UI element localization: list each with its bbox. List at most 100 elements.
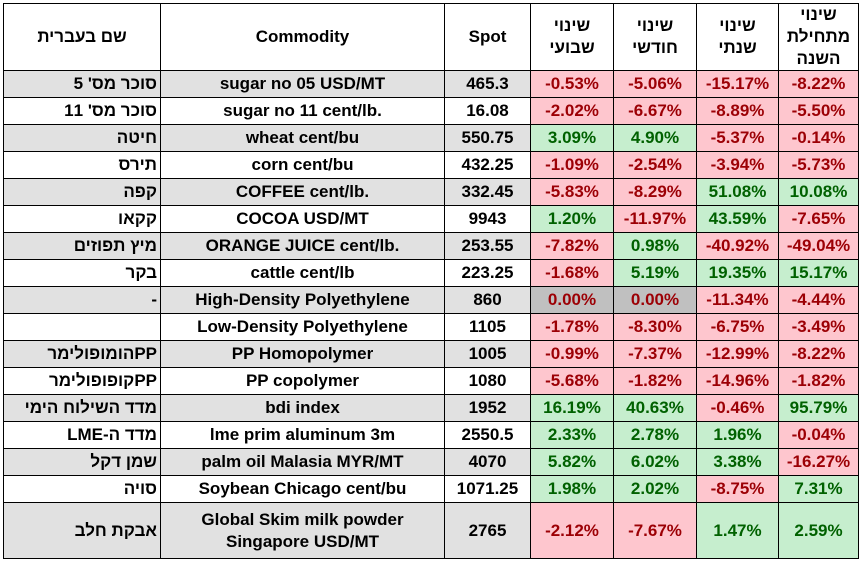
table-row: קקאו COCOA USD/MT 9943 1.20% -11.97% 43.59% -7… — [3, 205, 859, 233]
table-row: מיץ תפוזים ORANGE JUICE cent/lb. 253.55 -7.… — [3, 232, 859, 260]
commodity-cell: COCOA USD/MT — [160, 205, 445, 233]
monthly-change-cell: -11.97% — [613, 205, 697, 233]
ytd-change-cell: -5.73% — [778, 151, 859, 179]
yearly-change-cell: -12.99% — [696, 340, 779, 368]
hebrew-name-cell: בקר — [3, 259, 161, 287]
monthly-change-cell: 6.02% — [613, 448, 697, 476]
monthly-change-cell: 40.63% — [613, 394, 697, 422]
commodity-cell: sugar no 05 USD/MT — [160, 70, 445, 98]
ytd-change-cell: 7.31% — [778, 475, 859, 503]
ytd-change-cell: -49.04% — [778, 232, 859, 260]
weekly-change-cell: -2.02% — [530, 97, 614, 125]
commodity-table: שם בעברית Commodity Spot שינוי שבועי שינ… — [3, 3, 859, 559]
header-yearly-change: שינוי שנתי — [696, 3, 779, 71]
weekly-change-cell: 2.33% — [530, 421, 614, 449]
yearly-change-cell: -8.75% — [696, 475, 779, 503]
spot-cell: 1071.25 — [444, 475, 531, 503]
yearly-change-cell: 19.35% — [696, 259, 779, 287]
hebrew-name-cell: חיטה — [3, 124, 161, 152]
monthly-change-cell: -1.82% — [613, 367, 697, 395]
commodity-cell: bdi index — [160, 394, 445, 422]
spot-cell: 253.55 — [444, 232, 531, 260]
monthly-change-cell: 0.98% — [613, 232, 697, 260]
table-row: אבקת חלב Global Skim milk powder Singapor… — [3, 502, 859, 559]
commodity-cell: ORANGE JUICE cent/lb. — [160, 232, 445, 260]
table-row: קפה COFFEE cent/lb. 332.45 -5.83% -8.29% 51.0… — [3, 178, 859, 206]
yearly-change-cell: -14.96% — [696, 367, 779, 395]
spot-cell: 432.25 — [444, 151, 531, 179]
hebrew-name-cell: PPהומופולימר — [3, 340, 161, 368]
table-row: מדד השילוח הימי bdi index 1952 16.19% 40.63%… — [3, 394, 859, 422]
spot-cell: 4070 — [444, 448, 531, 476]
ytd-change-cell: -7.65% — [778, 205, 859, 233]
weekly-change-cell: -2.12% — [530, 502, 614, 559]
yearly-change-cell: -0.46% — [696, 394, 779, 422]
spot-cell: 2550.5 — [444, 421, 531, 449]
hebrew-name-cell: PPקופופולימר — [3, 367, 161, 395]
commodity-cell: lme prim aluminum 3m — [160, 421, 445, 449]
spot-cell: 223.25 — [444, 259, 531, 287]
spot-cell: 9943 — [444, 205, 531, 233]
yearly-change-cell: 43.59% — [696, 205, 779, 233]
ytd-change-cell: -5.50% — [778, 97, 859, 125]
weekly-change-cell: -5.83% — [530, 178, 614, 206]
ytd-change-cell: -8.22% — [778, 70, 859, 98]
table-row: PPהומופולימר PP Homopolymer 1005 -0.99% -7.3… — [3, 340, 859, 368]
spot-cell: 465.3 — [444, 70, 531, 98]
ytd-change-cell: -0.04% — [778, 421, 859, 449]
hebrew-name-cell: - — [3, 286, 161, 314]
hebrew-name-cell — [3, 313, 161, 341]
table-row: סוכר מס' 11 sugar no 11 cent/lb. 16.08 -2.0… — [3, 97, 859, 125]
yearly-change-cell: -11.34% — [696, 286, 779, 314]
commodity-cell: PP copolymer — [160, 367, 445, 395]
monthly-change-cell: -8.29% — [613, 178, 697, 206]
weekly-change-cell: 1.20% — [530, 205, 614, 233]
commodity-cell: palm oil Malasia MYR/MT — [160, 448, 445, 476]
monthly-change-cell: 4.90% — [613, 124, 697, 152]
hebrew-name-cell: מיץ תפוזים — [3, 232, 161, 260]
hebrew-name-cell: סוכר מס' 5 — [3, 70, 161, 98]
hebrew-name-cell: מדד ה-LME — [3, 421, 161, 449]
commodity-cell: High-Density Polyethylene — [160, 286, 445, 314]
monthly-change-cell: 5.19% — [613, 259, 697, 287]
spot-cell: 550.75 — [444, 124, 531, 152]
ytd-change-cell: -8.22% — [778, 340, 859, 368]
ytd-change-cell: 15.17% — [778, 259, 859, 287]
monthly-change-cell: 2.78% — [613, 421, 697, 449]
table-row: בקר cattle cent/lb 223.25 -1.68% 5.19% 19.35%… — [3, 259, 859, 287]
header-ytd-change: שינוי מתחילת השנה — [778, 3, 859, 71]
yearly-change-cell: -6.75% — [696, 313, 779, 341]
table-row: תירס corn cent/bu 432.25 -1.09% -2.54% -3.94%… — [3, 151, 859, 179]
monthly-change-cell: -8.30% — [613, 313, 697, 341]
spot-cell: 332.45 — [444, 178, 531, 206]
ytd-change-cell: 2.59% — [778, 502, 859, 559]
table-row: PPקופופולימר PP copolymer 1080 -5.68% -1.82%… — [3, 367, 859, 395]
spot-cell: 1952 — [444, 394, 531, 422]
ytd-change-cell: -0.14% — [778, 124, 859, 152]
monthly-change-cell: -6.67% — [613, 97, 697, 125]
weekly-change-cell: 3.09% — [530, 124, 614, 152]
table-row: סויה Soybean Chicago cent/bu 1071.25 1.98% 2… — [3, 475, 859, 503]
header-hebrew-name: שם בעברית — [3, 3, 161, 71]
commodity-cell: sugar no 11 cent/lb. — [160, 97, 445, 125]
spot-cell: 1005 — [444, 340, 531, 368]
ytd-change-cell: -1.82% — [778, 367, 859, 395]
yearly-change-cell: 51.08% — [696, 178, 779, 206]
weekly-change-cell: 5.82% — [530, 448, 614, 476]
weekly-change-cell: -1.68% — [530, 259, 614, 287]
commodity-cell: Global Skim milk powder Singapore USD/MT — [160, 502, 445, 559]
hebrew-name-cell: שמן דקל — [3, 448, 161, 476]
yearly-change-cell: 1.47% — [696, 502, 779, 559]
ytd-change-cell: -3.49% — [778, 313, 859, 341]
ytd-change-cell: 10.08% — [778, 178, 859, 206]
yearly-change-cell: -3.94% — [696, 151, 779, 179]
header-monthly-change: שינוי חודשי — [613, 3, 697, 71]
weekly-change-cell: 0.00% — [530, 286, 614, 314]
table-row: Low-Density Polyethylene 1105 -1.78% -8.30%… — [3, 313, 859, 341]
spot-cell: 2765 — [444, 502, 531, 559]
table-row: - High-Density Polyethylene 860 0.00% 0.00% -… — [3, 286, 859, 314]
weekly-change-cell: -0.99% — [530, 340, 614, 368]
table-row: חיטה wheat cent/bu 550.75 3.09% 4.90% -5.37% -… — [3, 124, 859, 152]
weekly-change-cell: -1.78% — [530, 313, 614, 341]
table-row: סוכר מס' 5 sugar no 05 USD/MT 465.3 -0.53% -… — [3, 70, 859, 98]
